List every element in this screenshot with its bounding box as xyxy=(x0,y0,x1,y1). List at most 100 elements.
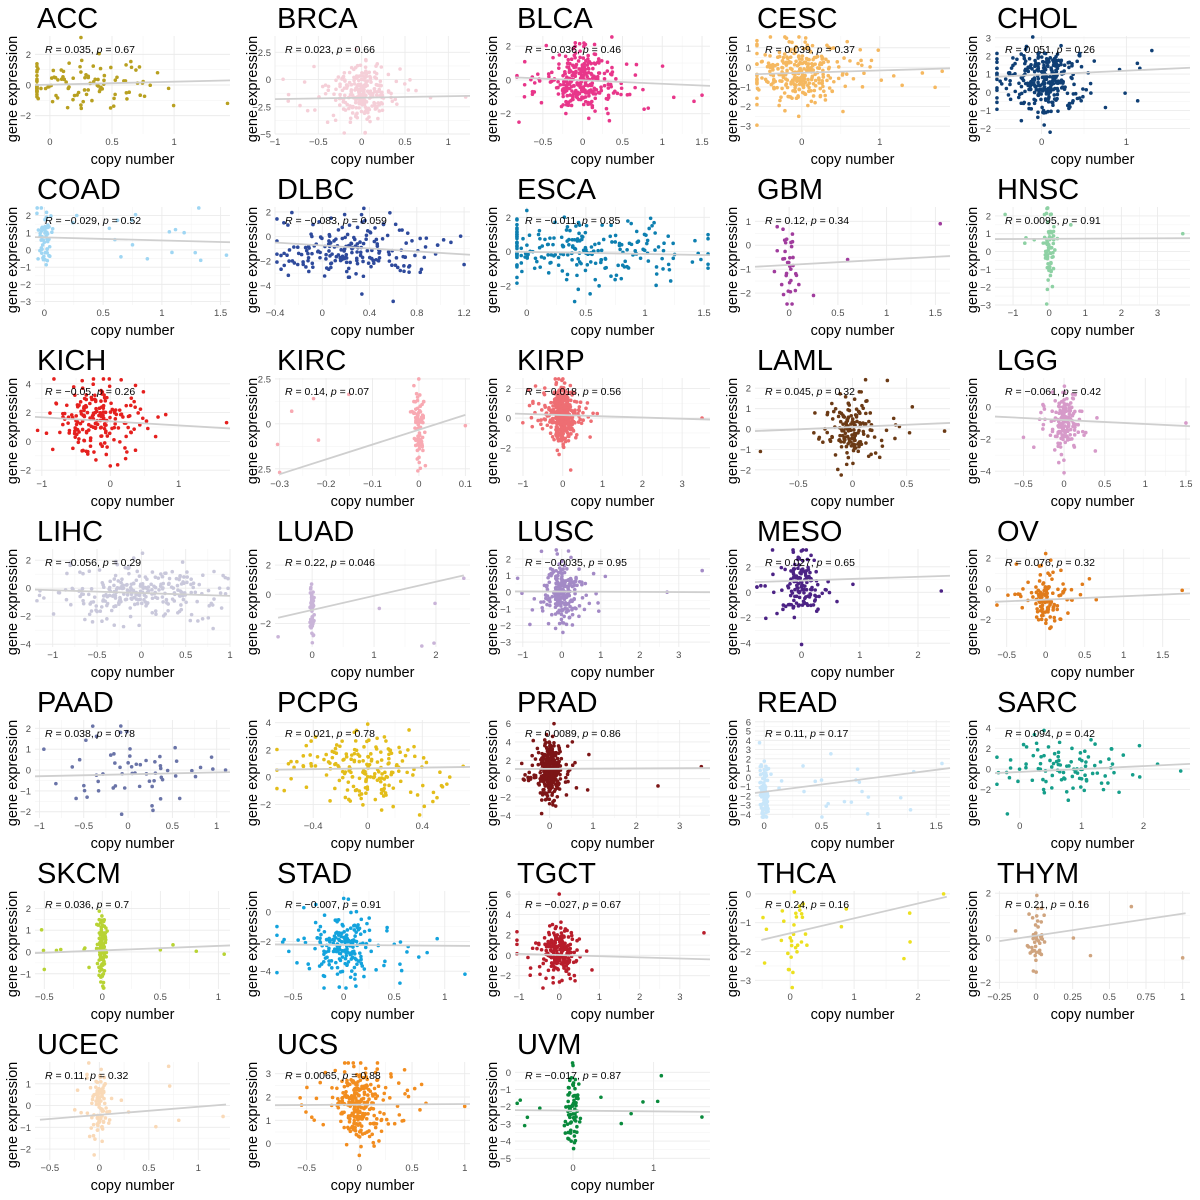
data-point xyxy=(132,399,136,404)
data-point xyxy=(574,432,579,437)
data-point xyxy=(377,606,382,611)
data-point xyxy=(541,600,546,604)
data-point xyxy=(613,240,618,244)
data-point xyxy=(573,74,578,78)
x-tick-label: 0 xyxy=(786,308,791,319)
data-point xyxy=(112,583,116,588)
data-point xyxy=(1049,625,1053,629)
data-point xyxy=(654,272,659,276)
x-tick-label: −0.5 xyxy=(997,650,1016,661)
data-point xyxy=(843,395,848,399)
data-point xyxy=(569,57,574,62)
data-point xyxy=(101,377,106,381)
data-point xyxy=(292,765,296,770)
data-point xyxy=(590,81,595,85)
data-point xyxy=(1050,429,1055,434)
data-point xyxy=(788,49,792,53)
regression-line xyxy=(34,236,231,244)
data-point xyxy=(102,73,107,78)
data-point xyxy=(835,60,840,64)
data-point xyxy=(792,615,797,620)
data-point xyxy=(532,597,537,601)
data-point xyxy=(531,401,535,406)
data-point xyxy=(809,65,813,70)
data-point xyxy=(553,605,558,610)
data-point xyxy=(1046,100,1051,104)
data-point xyxy=(1060,425,1064,430)
data-point xyxy=(88,444,93,448)
data-point xyxy=(1054,68,1058,73)
data-point xyxy=(342,70,347,75)
data-point xyxy=(156,576,161,580)
data-point xyxy=(562,405,567,410)
x-axis-label: copy number xyxy=(331,152,415,168)
data-point xyxy=(382,735,387,739)
data-point xyxy=(1013,61,1017,66)
data-point xyxy=(391,299,395,304)
data-point xyxy=(633,249,638,253)
data-point xyxy=(636,239,641,244)
y-tick-label: −1 xyxy=(20,786,31,797)
data-point xyxy=(153,575,158,579)
data-point xyxy=(803,596,807,601)
data-point xyxy=(136,411,140,415)
data-point xyxy=(849,422,853,426)
data-point xyxy=(164,597,169,602)
data-point xyxy=(867,419,871,424)
data-point xyxy=(593,261,598,266)
data-point xyxy=(80,378,85,383)
data-point xyxy=(340,775,345,780)
data-point xyxy=(569,390,574,395)
data-point xyxy=(346,780,351,784)
data-point xyxy=(811,603,816,607)
data-point xyxy=(870,428,874,433)
data-point xyxy=(375,760,380,764)
data-point xyxy=(358,240,362,244)
data-point xyxy=(584,90,588,95)
data-point xyxy=(1058,445,1063,449)
data-point xyxy=(783,35,787,39)
data-point xyxy=(382,777,387,781)
data-point xyxy=(556,85,560,90)
data-point xyxy=(594,591,598,596)
x-tick-label: 3 xyxy=(677,821,682,832)
data-point xyxy=(597,241,601,246)
data-point xyxy=(1030,35,1035,39)
data-point xyxy=(555,794,560,799)
data-point xyxy=(641,87,645,92)
panel-title: LUSC xyxy=(517,516,594,548)
data-point xyxy=(1061,437,1065,442)
data-point xyxy=(555,430,560,435)
data-point xyxy=(289,409,294,414)
data-point xyxy=(574,400,579,404)
data-point xyxy=(413,411,417,415)
data-point xyxy=(138,93,143,98)
data-point xyxy=(89,587,94,591)
data-point xyxy=(609,223,613,228)
x-tick-label: 2 xyxy=(640,479,645,490)
data-point xyxy=(619,86,624,91)
data-point xyxy=(599,88,604,93)
panel-title: OV xyxy=(997,516,1040,548)
data-point xyxy=(412,744,416,749)
y-tick-label: 2.5 xyxy=(258,48,271,59)
data-point xyxy=(813,100,817,105)
data-point xyxy=(374,93,379,97)
data-point xyxy=(65,105,70,110)
data-point xyxy=(345,788,350,792)
data-point xyxy=(134,578,139,583)
data-point xyxy=(644,241,649,246)
data-point xyxy=(193,590,198,595)
data-point xyxy=(792,51,796,56)
data-point xyxy=(567,583,572,587)
data-point xyxy=(308,617,313,622)
data-point xyxy=(393,263,398,268)
data-point xyxy=(312,64,316,69)
data-point xyxy=(648,216,653,221)
data-point xyxy=(1042,123,1046,127)
data-point xyxy=(372,101,377,106)
data-point xyxy=(361,803,365,807)
data-point xyxy=(104,429,108,433)
data-point xyxy=(593,92,598,96)
data-point xyxy=(1077,51,1082,56)
